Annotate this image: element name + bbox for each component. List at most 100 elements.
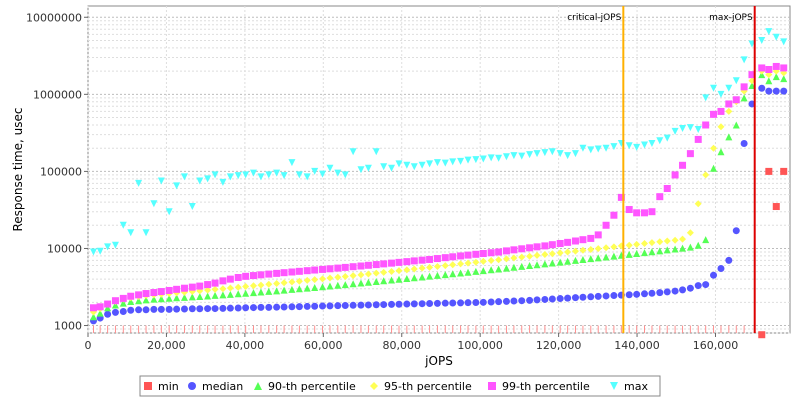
- point-90-th-percentile: [564, 257, 572, 265]
- point-90-th-percentile: [449, 270, 457, 278]
- point-median: [288, 303, 296, 311]
- legend-label-99-th-percentile: 99-th percentile: [502, 380, 590, 393]
- point-99-th-percentile: [380, 260, 388, 268]
- point-99-th-percentile: [772, 62, 780, 70]
- legend-swatch-95-th-percentile: [370, 382, 378, 390]
- point-99-th-percentile: [587, 234, 595, 242]
- point-median: [725, 256, 733, 264]
- point-max: [717, 90, 725, 98]
- point-median: [127, 306, 135, 314]
- point-median: [710, 271, 718, 279]
- point-max: [226, 173, 234, 181]
- point-median: [418, 300, 426, 308]
- point-95-th-percentile: [510, 254, 518, 262]
- point-max: [211, 171, 219, 179]
- point-median: [196, 305, 204, 313]
- point-median: [433, 299, 441, 307]
- point-99-th-percentile: [273, 269, 281, 277]
- series-max: [89, 28, 788, 256]
- point-median: [257, 303, 265, 311]
- point-max: [441, 159, 449, 167]
- legend-swatch-90-th-percentile: [254, 382, 262, 390]
- point-median: [449, 299, 457, 307]
- point-99-th-percentile: [541, 242, 549, 250]
- point-95-th-percentile: [541, 251, 549, 259]
- point-max: [633, 143, 641, 151]
- point-99-th-percentile: [725, 100, 733, 108]
- point-max: [364, 164, 372, 172]
- point-median: [556, 295, 564, 303]
- point-max: [341, 171, 349, 179]
- point-99-th-percentile: [433, 255, 441, 263]
- point-max: [579, 144, 587, 152]
- point-90-th-percentile: [648, 248, 656, 256]
- point-99-th-percentile: [111, 297, 119, 305]
- point-median: [717, 264, 725, 272]
- point-90-th-percentile: [273, 287, 281, 295]
- point-max: [180, 173, 188, 181]
- point-90-th-percentile: [717, 148, 725, 156]
- point-99-th-percentile: [686, 150, 694, 158]
- point-max: [418, 161, 426, 169]
- point-max: [765, 28, 773, 36]
- point-max: [303, 173, 311, 181]
- point-99-th-percentile: [196, 282, 204, 290]
- point-99-th-percentile: [226, 275, 234, 283]
- point-median: [758, 84, 766, 92]
- point-95-th-percentile: [671, 236, 679, 244]
- point-95-th-percentile: [579, 246, 587, 254]
- point-95-th-percentile: [249, 282, 257, 290]
- point-max: [487, 154, 495, 162]
- point-max: [311, 167, 319, 175]
- point-90-th-percentile: [487, 266, 495, 274]
- point-90-th-percentile: [671, 245, 679, 253]
- point-95-th-percentile: [410, 265, 418, 273]
- point-99-th-percentile: [265, 270, 273, 278]
- axis-ticks: 1000 10000 100000 1000000 10000000 0 20,000 40,…: [26, 11, 738, 352]
- point-99-th-percentile: [403, 258, 411, 266]
- point-max: [502, 153, 510, 161]
- point-95-th-percentile: [725, 107, 733, 115]
- point-max: [127, 229, 135, 237]
- point-99-th-percentile: [357, 262, 365, 270]
- point-median: [334, 302, 342, 310]
- point-90-th-percentile: [188, 293, 196, 301]
- point-max: [548, 148, 556, 156]
- point-max: [196, 177, 204, 185]
- point-99-th-percentile: [548, 241, 556, 249]
- point-median: [211, 305, 219, 313]
- point-median: [219, 304, 227, 312]
- point-median: [602, 292, 610, 300]
- point-median: [341, 301, 349, 309]
- point-median: [349, 301, 357, 309]
- point-99-th-percentile: [556, 239, 564, 247]
- legend-swatch-median: [188, 382, 196, 390]
- point-90-th-percentile: [303, 284, 311, 292]
- point-99-th-percentile: [780, 64, 788, 72]
- y-tick-label: 1000000: [33, 88, 82, 101]
- point-max: [510, 152, 518, 160]
- point-90-th-percentile: [234, 290, 242, 298]
- point-95-th-percentile: [449, 261, 457, 269]
- point-99-th-percentile: [204, 281, 212, 289]
- legend-label-95-th-percentile: 95-th percentile: [384, 380, 472, 393]
- point-99-th-percentile: [119, 294, 127, 302]
- point-99-th-percentile: [257, 271, 265, 279]
- point-median: [495, 298, 503, 306]
- point-95-th-percentile: [364, 270, 372, 278]
- point-99-th-percentile: [410, 257, 418, 265]
- point-median: [472, 298, 480, 306]
- point-max: [104, 243, 112, 251]
- point-90-th-percentile: [502, 264, 510, 272]
- point-95-th-percentile: [602, 244, 610, 252]
- point-99-th-percentile: [188, 283, 196, 291]
- point-99-th-percentile: [341, 263, 349, 271]
- point-90-th-percentile: [663, 246, 671, 254]
- point-95-th-percentile: [204, 286, 212, 294]
- x-tick-label: 20,000: [147, 339, 186, 352]
- point-95-th-percentile: [395, 267, 403, 275]
- point-max: [150, 200, 158, 208]
- point-90-th-percentile: [433, 271, 441, 279]
- point-95-th-percentile: [273, 280, 281, 288]
- point-90-th-percentile: [610, 252, 618, 260]
